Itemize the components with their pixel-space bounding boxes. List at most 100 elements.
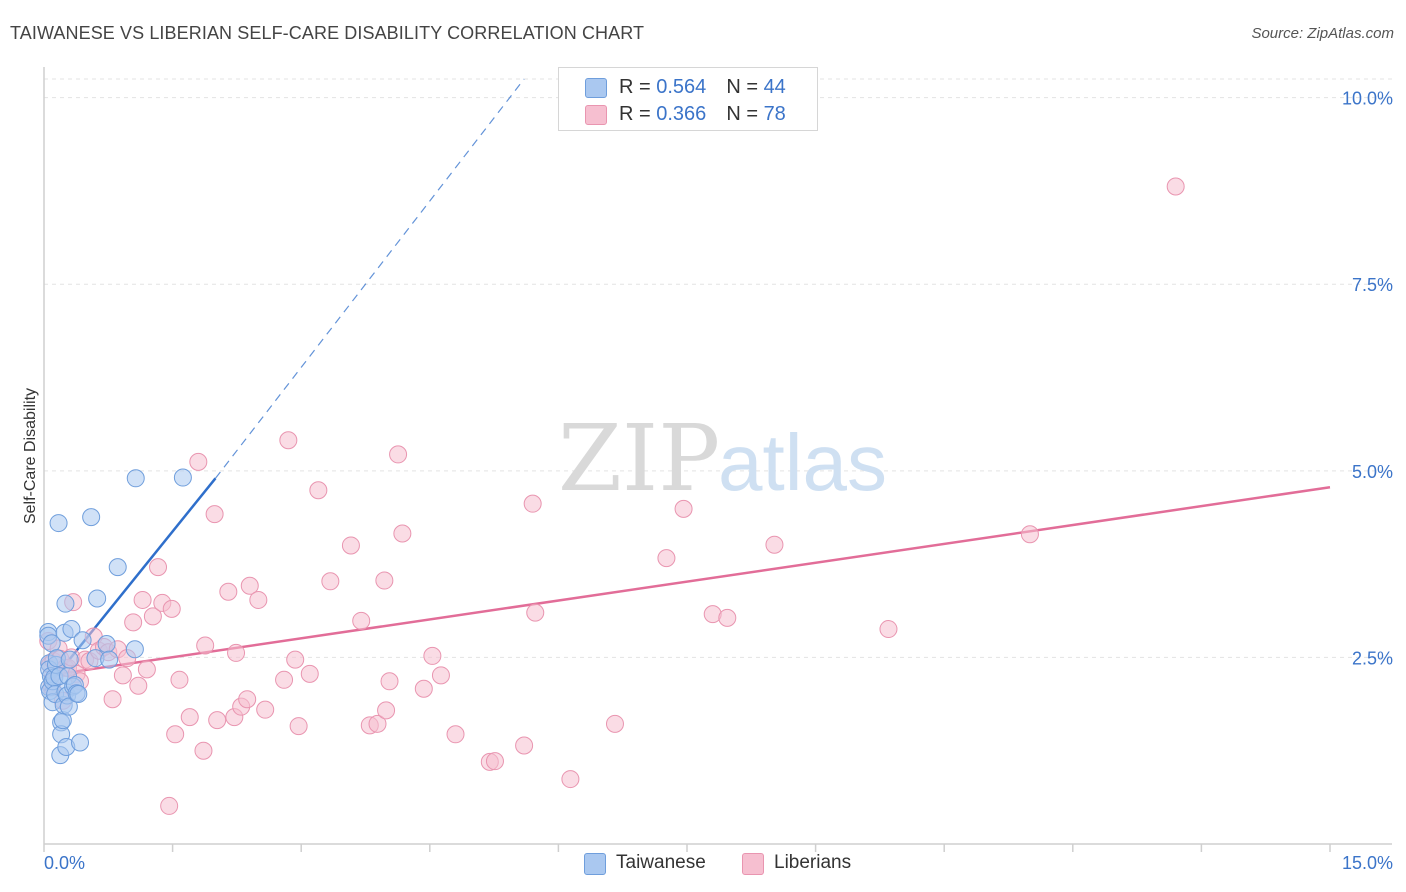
y-tick-label: 10.0%	[1342, 89, 1393, 109]
liberians-trend-line	[43, 486, 1331, 678]
liberians-point	[605, 714, 624, 733]
liberians-legend-swatch	[742, 853, 764, 875]
liberians-point	[423, 646, 442, 665]
liberians-point	[189, 452, 208, 471]
liberians-point	[143, 607, 162, 626]
axes	[43, 67, 1392, 852]
liberians-point	[180, 708, 199, 727]
liberians-point	[377, 701, 396, 720]
liberians-point	[113, 666, 132, 685]
liberians-point	[256, 700, 275, 719]
liberians-point	[414, 679, 433, 698]
taiwanese-point	[173, 468, 192, 487]
liberians-point	[275, 670, 294, 689]
liberians-point	[240, 576, 259, 595]
source-label: Source: ZipAtlas.com	[1251, 25, 1394, 42]
liberians-point	[389, 445, 408, 464]
legend-label-liberians: Liberians	[774, 852, 852, 873]
liberians-point	[321, 572, 340, 591]
taiwanese-point	[126, 469, 145, 488]
correlation-legend: R = 0.564 N = 44 R = 0.366 N = 78	[558, 67, 818, 131]
liberians-point	[208, 711, 227, 730]
legend-text-taiwanese: R = 0.564 N = 44	[619, 76, 786, 99]
liberians-point	[674, 499, 693, 518]
taiwanese-point	[100, 650, 119, 669]
liberians-point	[341, 536, 360, 555]
liberians-point	[124, 613, 143, 632]
liberians-point	[219, 582, 238, 601]
y-tick-label: 7.5%	[1352, 275, 1393, 295]
liberians-point	[375, 571, 394, 590]
r-label: R =	[619, 103, 657, 125]
legend-text-liberians: R = 0.366 N = 78	[619, 103, 786, 126]
liberians-point	[249, 590, 268, 609]
y-tick-label: 5.0%	[1352, 462, 1393, 482]
watermark-atlas: atlas	[718, 418, 887, 507]
liberians-point	[300, 664, 319, 683]
r-value-liberians: 0.366	[656, 103, 707, 125]
liberians-point	[227, 643, 246, 662]
liberians-point	[149, 558, 168, 577]
taiwanese-point	[60, 650, 79, 669]
liberians-point	[238, 690, 257, 709]
trend-lines	[43, 78, 1331, 692]
taiwanese-points	[39, 468, 192, 765]
liberians-point	[526, 603, 545, 622]
taiwanese-point	[88, 589, 107, 608]
liberians-point	[485, 752, 504, 771]
liberians-point	[137, 660, 156, 679]
liberians-point	[166, 725, 185, 744]
tick-labels: 2.5% 5.0% 7.5% 10.0% 0.0% 15.0%	[44, 89, 1393, 873]
liberians-point	[133, 590, 152, 609]
liberians-point	[103, 690, 122, 709]
taiwanese-point	[69, 684, 88, 703]
n-value-liberians: 78	[763, 103, 786, 125]
liberians-point	[380, 672, 399, 691]
liberians-point	[393, 524, 412, 543]
liberians-point	[170, 670, 189, 689]
liberians-point	[765, 535, 784, 554]
legend-label-taiwanese: Taiwanese	[616, 852, 706, 873]
n-value-taiwanese: 44	[763, 76, 786, 98]
taiwanese-point	[108, 558, 127, 577]
x-tick-label-min: 0.0%	[44, 853, 85, 873]
taiwanese-point	[71, 733, 90, 752]
liberians-point	[309, 481, 328, 500]
taiwanese-swatch	[585, 78, 607, 98]
taiwanese-point	[49, 514, 68, 533]
liberians-point	[515, 736, 534, 755]
liberians-point	[561, 770, 580, 789]
taiwanese-trend-extension	[214, 78, 525, 479]
liberians-point	[286, 650, 305, 669]
liberians-point	[1020, 525, 1039, 544]
n-label: N =	[726, 103, 764, 125]
taiwanese-point	[59, 697, 78, 716]
taiwanese-point	[62, 620, 81, 639]
n-label: N =	[726, 76, 764, 98]
liberians-point	[160, 796, 179, 815]
taiwanese-point	[56, 594, 75, 613]
liberians-point	[446, 725, 465, 744]
liberians-point	[196, 636, 215, 655]
liberians-point	[194, 741, 213, 760]
liberians-point	[205, 505, 224, 524]
liberians-swatch	[585, 105, 607, 125]
taiwanese-point	[73, 631, 92, 650]
liberians-point	[129, 676, 148, 695]
liberians-point	[431, 666, 450, 685]
liberians-point	[162, 599, 181, 618]
liberians-point	[352, 611, 371, 630]
taiwanese-point	[125, 640, 144, 659]
taiwanese-point	[97, 634, 116, 653]
liberians-point	[657, 549, 676, 568]
grid-lines	[44, 78, 1392, 658]
r-label: R =	[619, 76, 657, 98]
liberians-point	[523, 494, 542, 513]
taiwanese-point	[82, 508, 101, 527]
liberians-point	[718, 608, 737, 627]
liberians-point	[1166, 177, 1185, 196]
taiwanese-legend-swatch	[584, 853, 606, 875]
watermark-zip: ZIP	[558, 405, 720, 512]
y-tick-label: 2.5%	[1352, 648, 1393, 668]
